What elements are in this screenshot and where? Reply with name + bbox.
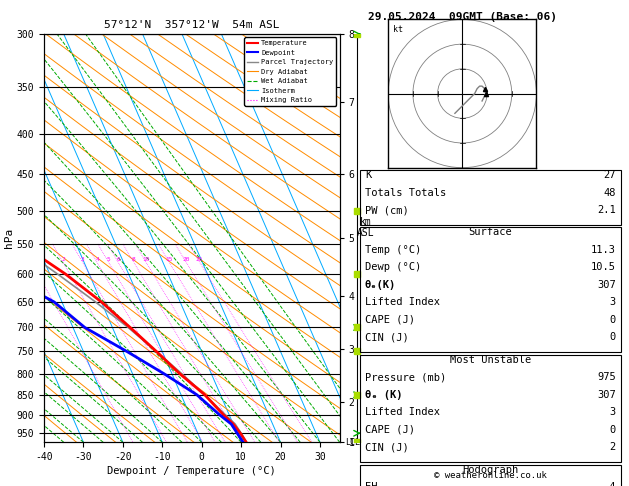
Text: 0: 0 (610, 425, 616, 435)
Text: 0: 0 (610, 315, 616, 325)
Y-axis label: km
ASL: km ASL (357, 217, 374, 238)
Text: Dewp (°C): Dewp (°C) (365, 262, 421, 273)
Text: LCL: LCL (345, 438, 360, 447)
Text: -4: -4 (603, 482, 616, 486)
Text: 307: 307 (597, 280, 616, 290)
Text: 0: 0 (610, 332, 616, 343)
Text: CIN (J): CIN (J) (365, 332, 409, 343)
Text: CAPE (J): CAPE (J) (365, 425, 415, 435)
Text: CIN (J): CIN (J) (365, 442, 409, 452)
Text: 3: 3 (610, 407, 616, 417)
Text: 307: 307 (597, 390, 616, 400)
Text: 975: 975 (597, 372, 616, 382)
Text: EH: EH (365, 482, 377, 486)
Text: θₑ(K): θₑ(K) (365, 280, 396, 290)
Title: 57°12'N  357°12'W  54m ASL: 57°12'N 357°12'W 54m ASL (104, 20, 280, 31)
Text: Lifted Index: Lifted Index (365, 407, 440, 417)
Text: 15: 15 (165, 258, 173, 262)
Text: 11.3: 11.3 (591, 245, 616, 255)
Text: K: K (365, 170, 371, 180)
Text: 6: 6 (116, 258, 120, 262)
Text: 29.05.2024  09GMT (Base: 06): 29.05.2024 09GMT (Base: 06) (368, 12, 557, 22)
Y-axis label: hPa: hPa (4, 228, 14, 248)
Text: Lifted Index: Lifted Index (365, 297, 440, 308)
Text: 2: 2 (610, 442, 616, 452)
X-axis label: Dewpoint / Temperature (°C): Dewpoint / Temperature (°C) (108, 466, 276, 476)
Text: 2: 2 (61, 258, 65, 262)
Text: 48: 48 (603, 188, 616, 198)
Text: 3: 3 (610, 297, 616, 308)
Text: 2.1: 2.1 (597, 205, 616, 215)
Text: 4: 4 (95, 258, 99, 262)
Text: 27: 27 (603, 170, 616, 180)
Text: 5: 5 (107, 258, 111, 262)
Text: Surface: Surface (469, 227, 512, 238)
Text: 10.5: 10.5 (591, 262, 616, 273)
Text: Totals Totals: Totals Totals (365, 188, 446, 198)
Text: 20: 20 (182, 258, 190, 262)
Text: 8: 8 (132, 258, 136, 262)
Text: 25: 25 (196, 258, 203, 262)
Text: kt: kt (393, 25, 403, 34)
Text: PW (cm): PW (cm) (365, 205, 409, 215)
Text: 10: 10 (142, 258, 150, 262)
Text: 3: 3 (81, 258, 84, 262)
Text: Pressure (mb): Pressure (mb) (365, 372, 446, 382)
Text: θₑ (K): θₑ (K) (365, 390, 403, 400)
Text: © weatheronline.co.uk: © weatheronline.co.uk (434, 471, 547, 480)
Text: CAPE (J): CAPE (J) (365, 315, 415, 325)
Text: Hodograph: Hodograph (462, 465, 518, 475)
Text: Most Unstable: Most Unstable (450, 355, 531, 365)
Text: Temp (°C): Temp (°C) (365, 245, 421, 255)
Legend: Temperature, Dewpoint, Parcel Trajectory, Dry Adiabat, Wet Adiabat, Isotherm, Mi: Temperature, Dewpoint, Parcel Trajectory… (245, 37, 336, 106)
